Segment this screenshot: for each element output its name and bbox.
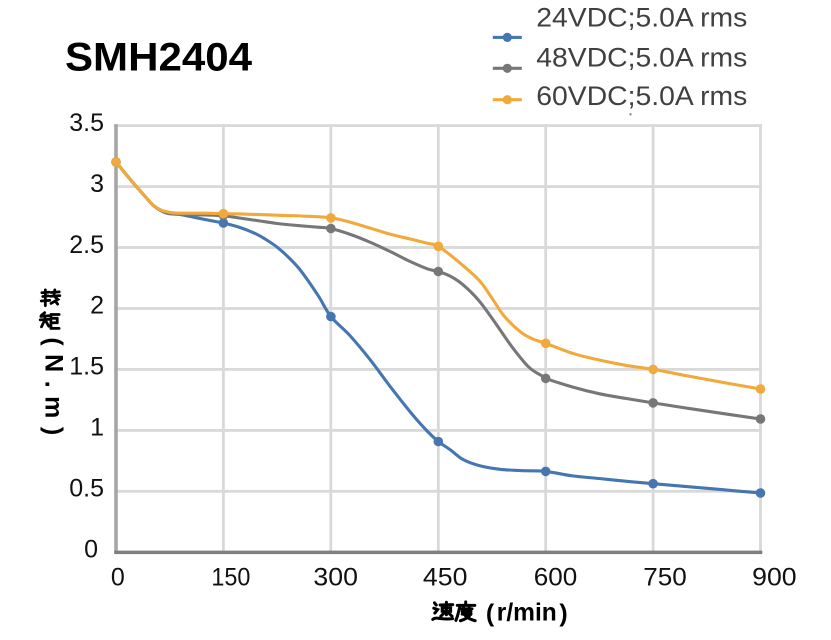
svg-text:900: 900: [752, 564, 797, 592]
svg-text:(: (: [486, 600, 495, 628]
svg-text:0.5: 0.5: [69, 475, 104, 503]
svg-text:150: 150: [211, 564, 250, 592]
svg-text:600: 600: [534, 564, 578, 592]
svg-text:1.5: 1.5: [69, 353, 104, 381]
svg-text:SMH2404: SMH2404: [65, 36, 253, 80]
svg-text:3: 3: [90, 170, 104, 198]
svg-text:300: 300: [313, 564, 358, 592]
svg-text:): ): [559, 600, 567, 628]
svg-text:2.5: 2.5: [69, 231, 104, 259]
svg-text:24VDC;5.0A rms: 24VDC;5.0A rms: [536, 2, 747, 32]
svg-text:0: 0: [111, 564, 125, 592]
svg-text:0: 0: [84, 536, 98, 564]
svg-text:60VDC;5.0A rms: 60VDC;5.0A rms: [536, 81, 747, 111]
svg-text:3.5: 3.5: [69, 109, 104, 137]
svg-text:48VDC;5.0A rms: 48VDC;5.0A rms: [536, 43, 747, 73]
svg-text:(N.m): (N.m): [40, 337, 68, 443]
svg-text:2: 2: [90, 292, 104, 320]
svg-text:1: 1: [90, 414, 104, 442]
svg-text:450: 450: [423, 564, 468, 592]
svg-text:r/min: r/min: [497, 599, 557, 627]
svg-text:750: 750: [643, 564, 687, 592]
